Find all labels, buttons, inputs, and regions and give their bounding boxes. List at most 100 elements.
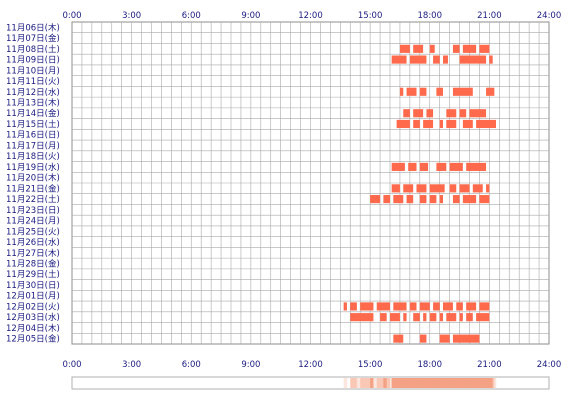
activity-bar xyxy=(429,313,437,322)
strip-segment xyxy=(461,378,464,388)
row-label: 11月22日(土) xyxy=(6,194,60,205)
strip-segment xyxy=(363,378,366,388)
row-label: 12月01日(月) xyxy=(6,292,60,302)
x-tick-label: 21:00 xyxy=(477,11,502,21)
strip-segment xyxy=(365,378,368,388)
strip-segment xyxy=(408,378,411,388)
row-label: 11月09日(日) xyxy=(6,56,60,66)
x-tick-label: 0:00 xyxy=(62,11,81,21)
activity-bar xyxy=(408,162,417,171)
strip-segment xyxy=(371,378,374,388)
strip-segment xyxy=(434,378,437,388)
activity-bar xyxy=(403,184,414,193)
strip-segment xyxy=(381,378,384,388)
x-tick-label: 12:00 xyxy=(298,360,323,370)
x-tick-label: 15:00 xyxy=(358,11,383,21)
x-tick-label: 9:00 xyxy=(241,11,260,21)
activity-bar xyxy=(370,195,381,204)
activity-bar xyxy=(476,313,490,322)
row-label: 11月18日(火) xyxy=(6,152,60,162)
strip-segment xyxy=(375,378,378,388)
activity-bar xyxy=(456,302,463,311)
strip-segment xyxy=(452,378,455,388)
strip-segment xyxy=(350,378,353,388)
strip-segment xyxy=(403,378,406,388)
strip-segment xyxy=(345,378,348,388)
activity-bar xyxy=(399,44,410,53)
activity-bar xyxy=(472,184,483,193)
strip-segment xyxy=(446,378,449,388)
strip-segment xyxy=(399,378,402,388)
activity-bar xyxy=(426,109,434,118)
activity-bar xyxy=(439,313,443,322)
row-label: 11月13日(木) xyxy=(6,98,60,109)
x-axis-top: 0:00 3:00 6:00 9:00 12:00 15:00 18:00 21:00 24:0… xyxy=(62,11,561,21)
activity-bar xyxy=(452,87,473,96)
strip-segment xyxy=(431,378,434,388)
x-tick-label: 3:00 xyxy=(122,360,141,370)
strip-segment xyxy=(376,378,379,388)
strip-segment xyxy=(411,378,414,388)
activity-bar xyxy=(393,334,404,343)
activity-bar xyxy=(396,119,410,129)
strip-segment xyxy=(482,378,485,388)
strip-segment xyxy=(451,378,454,388)
activity-bar xyxy=(419,334,427,343)
activity-bar xyxy=(479,44,490,53)
activity-bar xyxy=(469,109,487,118)
activity-bars xyxy=(343,44,496,343)
strip-segment xyxy=(419,378,422,388)
activity-bar xyxy=(406,87,417,96)
row-label: 11月06日(木) xyxy=(6,22,60,33)
strip-segment xyxy=(484,378,487,388)
activity-bar xyxy=(466,302,477,311)
x-tick-label: 24:00 xyxy=(537,11,562,21)
strip-segment xyxy=(413,378,416,388)
activity-bar xyxy=(343,302,347,311)
strip-segment xyxy=(429,378,432,388)
row-label: 11月25日(火) xyxy=(6,227,60,237)
activity-bar xyxy=(476,119,496,129)
activity-bar xyxy=(459,109,467,118)
strip-segment xyxy=(398,378,401,388)
strip-segment xyxy=(409,378,412,388)
activity-bar xyxy=(376,302,390,311)
activity-bar xyxy=(406,195,414,204)
strip-segment xyxy=(474,378,477,388)
activity-bar xyxy=(433,55,440,64)
activity-bar xyxy=(423,119,434,129)
activity-bar xyxy=(419,162,429,171)
strip-segment xyxy=(356,378,359,388)
x-tick-label: 9:00 xyxy=(241,360,260,370)
x-tick-label: 3:00 xyxy=(122,11,141,21)
strip-segment xyxy=(416,378,419,388)
strip-segment xyxy=(479,378,482,388)
activity-bar xyxy=(350,302,357,311)
activity-bar xyxy=(452,195,460,204)
strip-segment xyxy=(471,378,474,388)
strip-segment xyxy=(481,378,484,388)
strip-segment xyxy=(439,378,442,388)
activity-bar xyxy=(416,184,427,193)
row-label: 11月16日(日) xyxy=(6,131,60,141)
strip-segment xyxy=(444,378,447,388)
row-label: 11月21日(金) xyxy=(6,183,60,194)
strip-segment xyxy=(433,378,436,388)
strip-segment xyxy=(441,378,444,388)
x-tick-label: 18:00 xyxy=(418,360,443,370)
strip-segment xyxy=(404,378,407,388)
strip-segment xyxy=(489,378,492,388)
strip-segment xyxy=(351,378,354,388)
activity-bar xyxy=(462,119,473,129)
strip-segment xyxy=(401,378,404,388)
x-tick-label: 18:00 xyxy=(418,11,443,21)
strip-segment xyxy=(385,378,387,388)
strip-segment xyxy=(361,378,364,388)
strip-segment xyxy=(386,378,389,388)
activity-bar xyxy=(399,87,404,96)
activity-bar xyxy=(419,302,430,311)
activity-bar xyxy=(443,55,448,64)
activity-bar xyxy=(433,302,440,311)
strip-segment xyxy=(464,378,467,388)
